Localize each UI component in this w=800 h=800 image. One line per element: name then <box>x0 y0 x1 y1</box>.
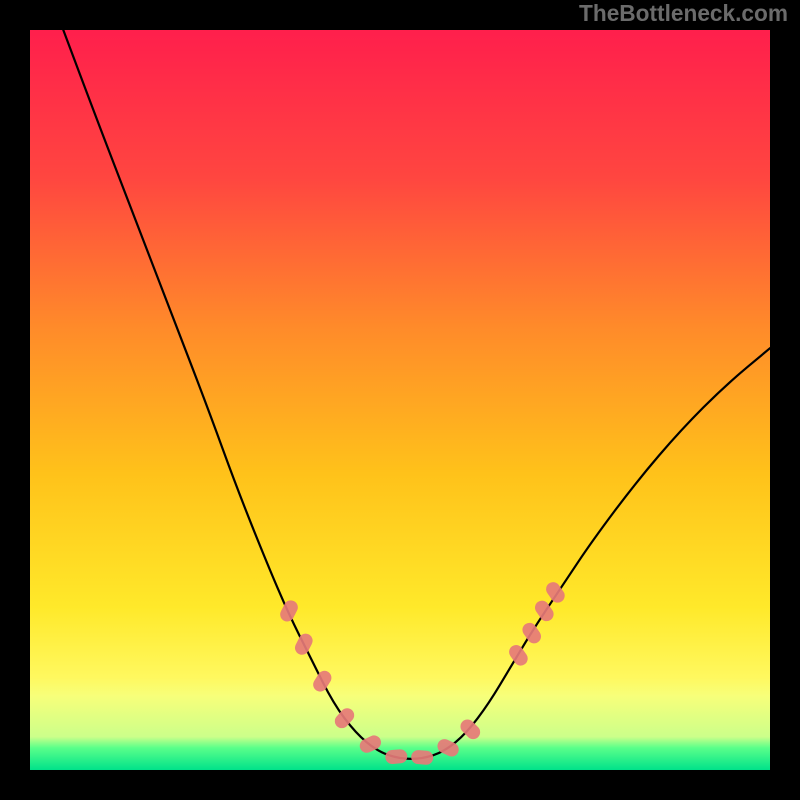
curve-marker <box>311 668 335 694</box>
chart-container: TheBottleneck.com <box>0 0 800 800</box>
watermark-label: TheBottleneck.com <box>579 0 788 27</box>
curve-marker <box>506 642 530 668</box>
curve-marker <box>293 631 315 657</box>
bottleneck-curve <box>63 30 770 759</box>
curve-marker <box>411 749 434 765</box>
curve-marker <box>278 598 300 624</box>
plot-overlay <box>0 0 800 800</box>
curve-marker <box>385 749 408 765</box>
curve-marker <box>520 620 544 646</box>
curve-marker <box>332 705 357 731</box>
